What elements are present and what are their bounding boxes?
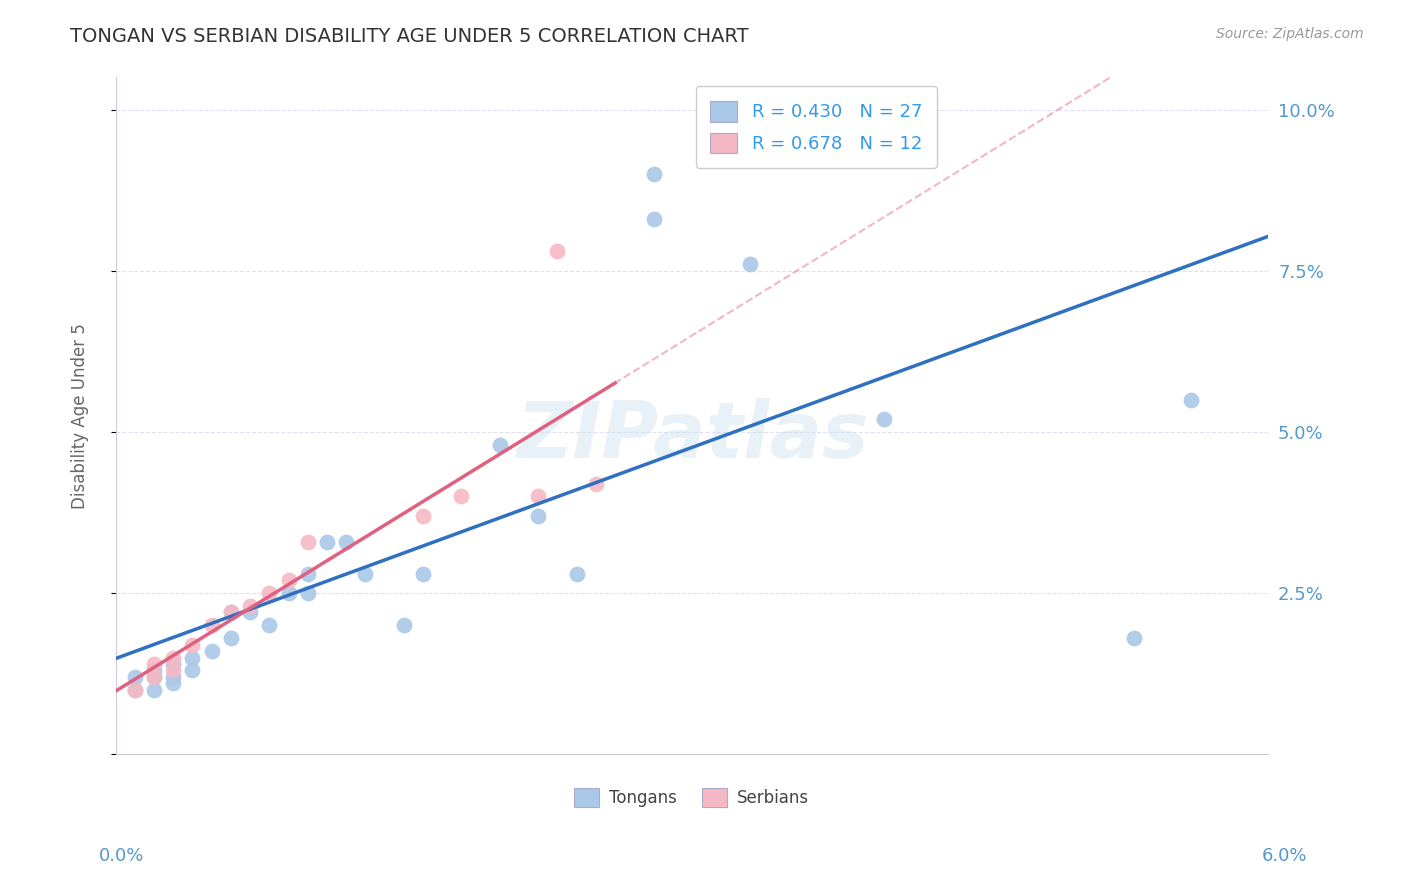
Point [297,566,319,581]
Point [450,489,472,503]
Point [143,682,166,697]
Point [181,650,204,665]
Point [259,618,281,632]
Point [162,650,184,665]
Point [776,103,799,117]
Point [124,670,146,684]
Point [162,664,184,678]
Point [219,631,242,645]
Text: Source: ZipAtlas.com: Source: ZipAtlas.com [1216,27,1364,41]
Point [873,412,896,426]
Point [565,566,588,581]
Point [1180,392,1202,407]
Point [143,670,166,684]
Point [643,212,665,227]
Text: 0.0%: 0.0% [98,847,143,865]
Point [585,476,607,491]
Point [1122,631,1144,645]
Point [259,586,281,600]
Text: ZIPatlas: ZIPatlas [516,398,868,475]
Text: 6.0%: 6.0% [1263,847,1308,865]
Point [162,657,184,671]
Point [162,676,184,690]
Text: TONGAN VS SERBIAN DISABILITY AGE UNDER 5 CORRELATION CHART: TONGAN VS SERBIAN DISABILITY AGE UNDER 5… [70,27,749,45]
Point [143,670,166,684]
Point [527,489,550,503]
Point [316,534,339,549]
Point [239,599,262,613]
Point [392,618,415,632]
Point [201,644,224,658]
Point [201,618,224,632]
Point [489,438,512,452]
Point [181,638,204,652]
Point [277,586,299,600]
Point [181,664,204,678]
Point [143,664,166,678]
Point [162,670,184,684]
Point [412,566,434,581]
Point [124,682,146,697]
Legend: Tongans, Serbians: Tongans, Serbians [568,781,815,814]
Point [219,606,242,620]
Point [354,566,377,581]
Point [239,606,262,620]
Point [219,606,242,620]
Point [143,657,166,671]
Point [277,573,299,587]
Point [297,586,319,600]
Point [335,534,357,549]
Point [412,508,434,523]
Point [527,508,550,523]
Point [124,682,146,697]
Point [297,534,319,549]
Point [643,167,665,181]
Y-axis label: Disability Age Under 5: Disability Age Under 5 [72,323,89,508]
Point [547,244,569,259]
Point [738,257,761,271]
